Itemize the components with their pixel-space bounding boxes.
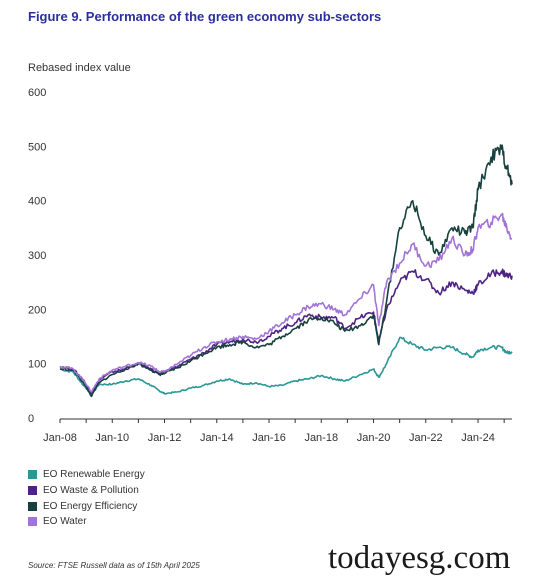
y-axis-ticks: 0 100 200 300 400 500 600 [28, 87, 46, 425]
x-tick-label: Jan-10 [95, 432, 129, 444]
x-tick-label: Jan-16 [252, 432, 286, 444]
legend-swatch [28, 470, 37, 480]
legend-item: EO Water [28, 514, 145, 530]
legend-label: EO Waste & Pollution [43, 485, 139, 497]
x-tick-label: Jan-12 [148, 432, 182, 444]
series-lines [59, 144, 513, 398]
watermark: todayesg.com [328, 540, 511, 576]
x-tick-label: Jan-14 [200, 432, 234, 444]
legend-swatch [28, 486, 37, 496]
y-tick-label: 300 [28, 250, 46, 262]
series-line-eo-waste-pollution [59, 268, 513, 395]
y-axis-label: Rebased index value [28, 62, 131, 74]
x-tick-label: Jan-22 [409, 432, 443, 444]
x-axis: Jan-08 Jan-10 Jan-12 Jan-14 Jan-16 Jan-18 Jan-… [43, 418, 512, 444]
x-tick-label: Jan-08 [43, 432, 77, 444]
x-tick-label: Jan-24 [461, 432, 495, 444]
legend-label: EO Renewable Energy [43, 469, 145, 481]
y-tick-label: 400 [28, 196, 46, 208]
legend-swatch [28, 517, 37, 527]
source-note: Source: FTSE Russell data as of 15th Apr… [28, 561, 200, 570]
figure-title: Figure 9. Performance of the green econo… [28, 9, 382, 24]
legend-item: EO Energy Efficiency [28, 498, 145, 514]
y-tick-label: 500 [28, 141, 46, 153]
y-tick-label: 600 [28, 87, 46, 99]
legend-swatch [28, 501, 37, 511]
y-tick-label: 200 [28, 304, 46, 316]
legend-label: EO Energy Efficiency [43, 500, 138, 512]
series-line-eo-water [59, 212, 513, 393]
legend-label: EO Water [43, 516, 87, 528]
x-tick-label: Jan-20 [357, 432, 391, 444]
x-tick-label: Jan-18 [304, 432, 338, 444]
y-tick-label: 0 [28, 413, 34, 425]
legend-item: EO Waste & Pollution [28, 483, 145, 499]
series-line-eo-renewable-energy [59, 336, 513, 395]
y-tick-label: 100 [28, 359, 46, 371]
series-line-eo-energy-efficiency [60, 144, 513, 398]
legend: EO Renewable Energy EO Waste & Pollution E… [28, 467, 145, 530]
legend-item: EO Renewable Energy [28, 467, 145, 483]
